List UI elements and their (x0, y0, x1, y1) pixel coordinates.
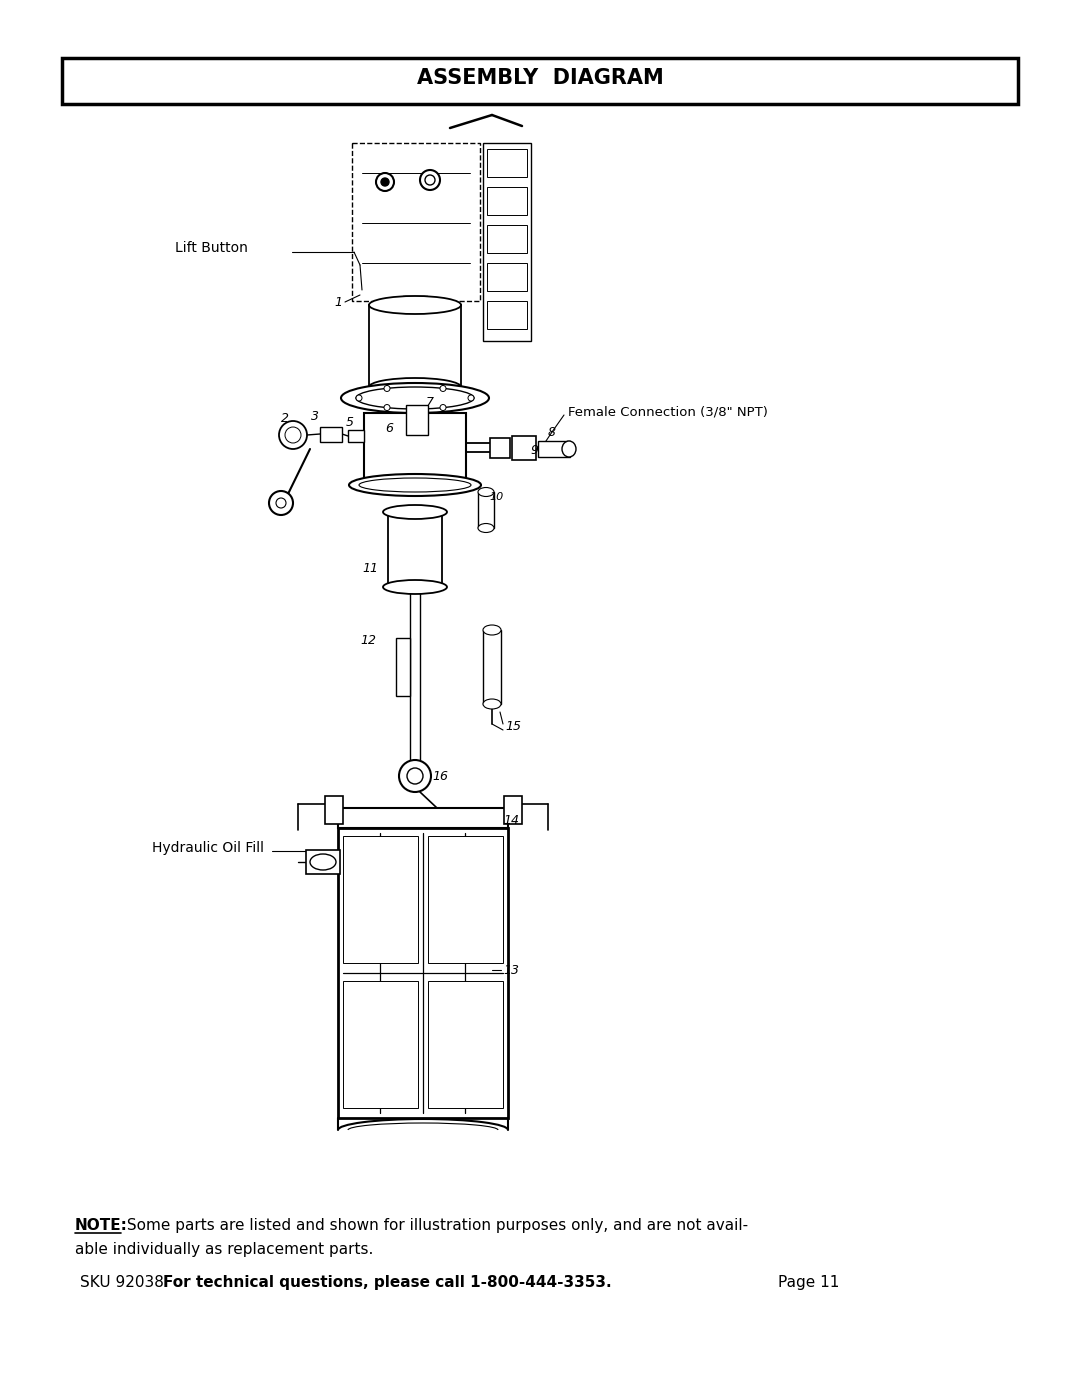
Bar (343, 981, 418, 1108)
Circle shape (399, 760, 431, 792)
Circle shape (276, 497, 286, 509)
Text: ASSEMBLY  DIAGRAM: ASSEMBLY DIAGRAM (417, 68, 663, 88)
Circle shape (420, 170, 440, 190)
Text: 8: 8 (548, 426, 556, 439)
Bar (487, 149, 527, 177)
Circle shape (440, 405, 446, 411)
Text: 9: 9 (530, 443, 538, 457)
Bar (369, 305, 461, 387)
Circle shape (285, 427, 301, 443)
Text: 12: 12 (360, 633, 376, 647)
Bar (428, 835, 503, 963)
Circle shape (356, 395, 362, 401)
Circle shape (440, 386, 446, 391)
Bar (325, 796, 343, 824)
Circle shape (269, 490, 293, 515)
Text: 16: 16 (432, 770, 448, 782)
Text: 5: 5 (346, 415, 354, 429)
Text: Hydraulic Oil Fill: Hydraulic Oil Fill (152, 841, 264, 855)
Text: 11: 11 (362, 562, 378, 574)
Ellipse shape (341, 383, 489, 414)
Bar (483, 630, 501, 704)
Bar (396, 638, 410, 696)
Circle shape (468, 395, 474, 401)
Text: 10: 10 (489, 492, 503, 502)
Bar (364, 414, 465, 485)
Circle shape (384, 405, 390, 411)
Text: 14: 14 (503, 813, 519, 827)
Ellipse shape (562, 441, 576, 457)
Circle shape (381, 177, 389, 186)
Text: Female Connection (3/8" NPT): Female Connection (3/8" NPT) (568, 405, 768, 419)
Bar (62, 59, 1018, 103)
Ellipse shape (369, 296, 461, 314)
Ellipse shape (359, 478, 471, 492)
Text: 7: 7 (426, 397, 434, 409)
Bar (512, 436, 536, 460)
Text: 1: 1 (334, 296, 342, 309)
Text: 15: 15 (505, 719, 521, 732)
Bar (343, 835, 418, 963)
Bar (487, 187, 527, 215)
Ellipse shape (478, 488, 494, 496)
Bar (306, 849, 340, 875)
Text: able individually as replacement parts.: able individually as replacement parts. (75, 1242, 374, 1257)
Bar (348, 430, 364, 441)
Text: NOTE:: NOTE: (75, 1218, 127, 1234)
Ellipse shape (483, 624, 501, 636)
Ellipse shape (478, 524, 494, 532)
Ellipse shape (369, 379, 461, 395)
Circle shape (426, 175, 435, 184)
Text: Page 11: Page 11 (778, 1275, 839, 1289)
Bar (320, 427, 342, 441)
Bar (388, 511, 442, 587)
Text: SKU 92038: SKU 92038 (80, 1275, 164, 1289)
Circle shape (384, 386, 390, 391)
Bar (487, 263, 527, 291)
Bar (490, 439, 510, 458)
Bar (538, 441, 570, 457)
Circle shape (407, 768, 423, 784)
Text: 3: 3 (311, 409, 319, 422)
Bar (352, 142, 480, 300)
Circle shape (376, 173, 394, 191)
Ellipse shape (349, 474, 481, 496)
Ellipse shape (383, 504, 447, 520)
Bar (428, 981, 503, 1108)
Bar (406, 405, 428, 434)
Ellipse shape (483, 698, 501, 710)
Bar (478, 492, 494, 528)
Text: For technical questions, please call 1-800-444-3353.: For technical questions, please call 1-8… (163, 1275, 611, 1289)
Bar (487, 300, 527, 330)
Text: Lift Button: Lift Button (175, 242, 248, 256)
Ellipse shape (356, 387, 474, 409)
Bar (487, 225, 527, 253)
Text: Some parts are listed and shown for illustration purposes only, and are not avai: Some parts are listed and shown for illu… (122, 1218, 748, 1234)
Circle shape (279, 420, 307, 448)
Text: 13: 13 (503, 964, 519, 977)
Bar (338, 828, 508, 1118)
Bar (483, 142, 531, 341)
Text: 6: 6 (384, 422, 393, 434)
Ellipse shape (310, 854, 336, 870)
Bar (338, 807, 508, 828)
Bar (504, 796, 522, 824)
Ellipse shape (383, 580, 447, 594)
Text: 2: 2 (281, 412, 289, 425)
